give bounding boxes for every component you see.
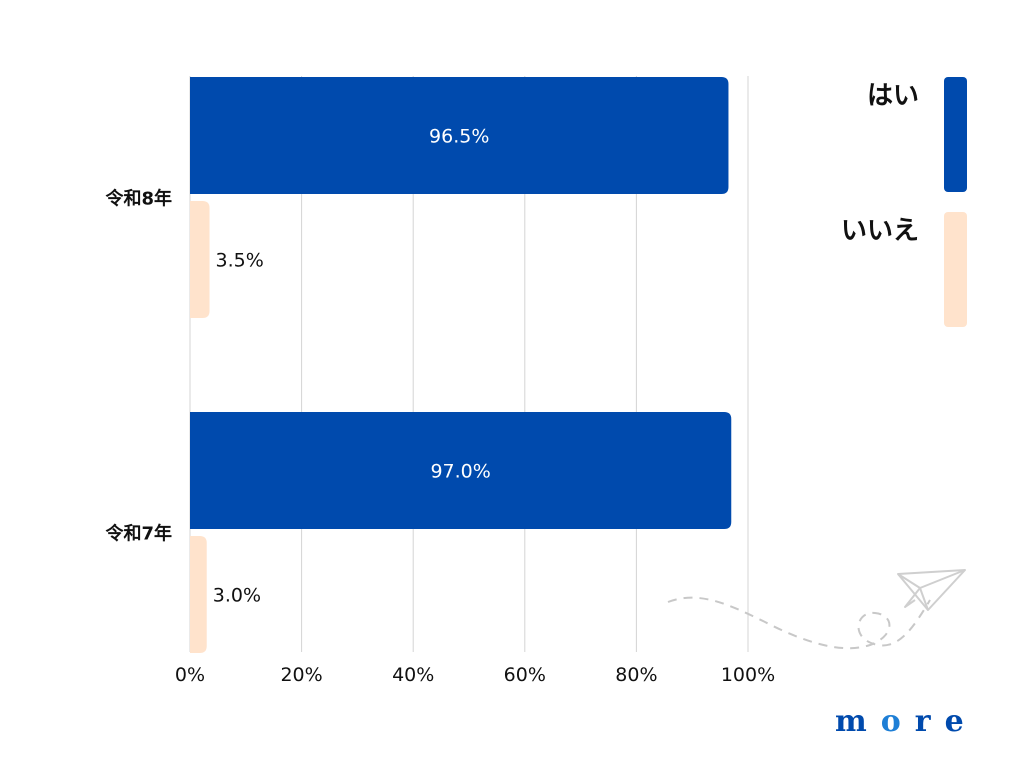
logo-letter: e — [945, 704, 978, 739]
bar-yes — [190, 412, 732, 529]
bar-value-label: 96.5% — [429, 126, 489, 148]
x-tick-label: 80% — [615, 664, 657, 686]
legend-label: いいえ — [841, 216, 919, 246]
logo-text: more — [835, 704, 978, 739]
category-label: 令和7年 — [104, 523, 172, 545]
x-tick-label: 60% — [504, 664, 546, 686]
bars — [190, 77, 732, 653]
logo-letter: r — [915, 704, 945, 739]
bar-no — [190, 201, 210, 318]
bar-no — [190, 536, 207, 653]
legend-swatch — [944, 212, 967, 327]
x-tick-label: 0% — [175, 664, 205, 686]
paper-plane-icon — [897, 569, 966, 611]
category-label: 令和8年 — [104, 188, 172, 210]
paper-plane-decoration — [667, 569, 966, 650]
x-axis-tick-labels: 0% 20% 40% 60% 80% 100% — [175, 664, 775, 686]
x-tick-label: 100% — [721, 664, 775, 686]
x-tick-label: 20% — [280, 664, 322, 686]
bar-labels: 96.5% 3.5% 97.0% 3.0% — [213, 126, 491, 607]
logo-letter: m — [835, 704, 881, 739]
more-logo: more — [835, 704, 978, 739]
x-tick-label: 40% — [392, 664, 434, 686]
bar-value-label: 97.0% — [430, 461, 490, 483]
bar-value-label: 3.5% — [216, 250, 264, 272]
bar-value-label: 3.0% — [213, 585, 261, 607]
legend-swatch — [944, 77, 967, 192]
logo-letter: o — [881, 704, 915, 739]
bar-yes — [190, 77, 729, 194]
legend-label: はい — [867, 81, 919, 111]
dashed-trail — [667, 596, 931, 650]
